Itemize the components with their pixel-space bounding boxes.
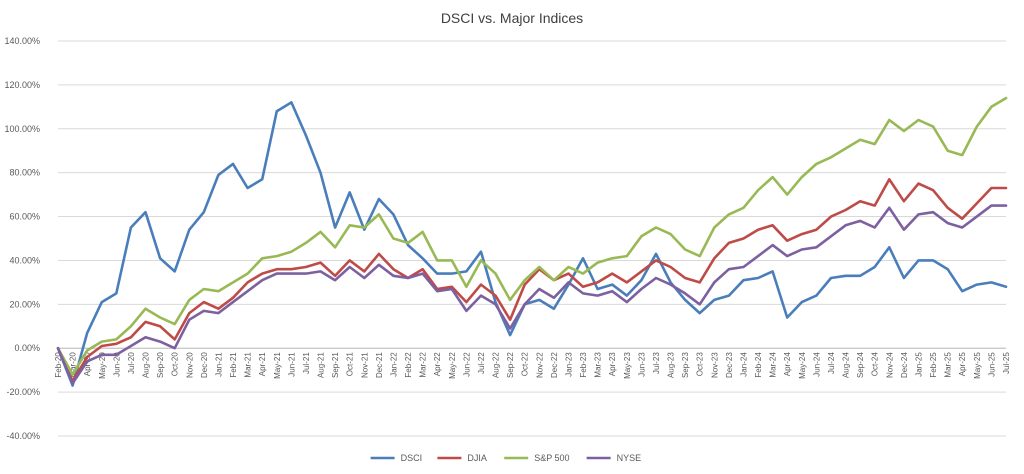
x-tick-label: Dec-24 <box>900 352 909 378</box>
y-tick-label: 20.00% <box>9 299 40 309</box>
x-tick-label: Jul-22 <box>477 352 486 374</box>
x-tick-label: Apr-25 <box>958 352 967 377</box>
legend-label: DJIA <box>467 453 487 463</box>
x-tick-label: Mar-21 <box>244 352 253 378</box>
legend-label: S&P 500 <box>534 453 569 463</box>
x-tick-label: Mar-25 <box>944 352 953 378</box>
x-tick-label: Jun-22 <box>462 352 471 377</box>
y-tick-label: 0.00% <box>14 343 40 353</box>
x-tick-label: Oct-20 <box>171 352 180 377</box>
x-tick-label: Jul-24 <box>827 352 836 374</box>
legend-item: S&P 500 <box>504 453 570 463</box>
chart-title: DSCI vs. Major Indices <box>441 10 583 26</box>
x-tick-label: Nov-23 <box>710 352 719 378</box>
y-tick-label: 100.00% <box>4 124 40 134</box>
x-tick-label: Dec-20 <box>200 352 209 378</box>
y-tick-label: 120.00% <box>4 80 40 90</box>
x-tick-label: Jul-20 <box>127 352 136 374</box>
legend: DSCI DJIA S&P 500 NYSE <box>370 453 642 463</box>
x-tick-label: Aug-24 <box>842 352 851 378</box>
x-tick-label: Feb-20 <box>54 352 63 378</box>
series-line-s-p-500 <box>56 96 1008 376</box>
x-tick-label: Jun-23 <box>637 352 646 377</box>
x-tick-label: Jun-20 <box>112 352 121 377</box>
x-tick-label: Aug-21 <box>317 352 326 378</box>
series-line-djia <box>56 178 1008 383</box>
y-tick-label: 80.00% <box>9 168 40 178</box>
x-tick-label: Oct-22 <box>521 352 530 377</box>
x-tick-label: Nov-21 <box>360 352 369 378</box>
x-tick-label: Apr-23 <box>608 352 617 377</box>
y-tick-label: -40.00% <box>6 431 40 441</box>
y-tick-label: 60.00% <box>9 212 40 222</box>
gridlines <box>58 40 1006 437</box>
x-tick-label: Feb-24 <box>754 352 763 378</box>
x-tick-label: Jan-24 <box>739 352 748 377</box>
legend-item: DSCI <box>370 453 423 463</box>
x-tick-label: Mar-24 <box>769 352 778 378</box>
x-tick-label: Mar-22 <box>419 352 428 378</box>
x-tick-label: Nov-24 <box>885 352 894 378</box>
x-tick-label: May-22 <box>448 352 457 379</box>
x-tick-label: Mar-23 <box>594 352 603 378</box>
x-tick-label: Jul-21 <box>302 352 311 374</box>
x-tick-label: Sep-24 <box>856 352 865 378</box>
x-tick-label: May-25 <box>973 352 982 379</box>
x-tick-label: Nov-20 <box>185 352 194 378</box>
x-tick-label: Apr-22 <box>433 352 442 377</box>
x-tick-label: Jun-21 <box>287 352 296 377</box>
x-axis-tick-labels: Feb-20 Mar-20 Apr-20 May-20 Jun-20 Jul-20 Aug-… <box>54 352 1011 379</box>
x-tick-label: Aug-23 <box>667 352 676 378</box>
x-tick-label: Sep-20 <box>156 352 165 378</box>
x-tick-label: Jul-23 <box>652 352 661 374</box>
x-tick-label: Jan-21 <box>214 352 223 377</box>
x-tick-label: Oct-23 <box>696 352 705 377</box>
x-tick-label: Feb-23 <box>579 352 588 378</box>
x-tick-label: Jan-22 <box>389 352 398 377</box>
x-tick-label: Jun-25 <box>987 352 996 377</box>
x-tick-label: Feb-25 <box>929 352 938 378</box>
x-tick-label: May-21 <box>273 352 282 379</box>
x-tick-label: Jan-25 <box>914 352 923 377</box>
x-tick-label: May-20 <box>98 352 107 379</box>
x-tick-label: Oct-21 <box>346 352 355 377</box>
x-tick-label: Aug-20 <box>142 352 151 378</box>
legend-label: NYSE <box>617 453 642 463</box>
x-tick-label: Sep-23 <box>681 352 690 378</box>
legend-item: NYSE <box>586 453 642 463</box>
y-tick-label: 40.00% <box>9 255 40 265</box>
x-tick-label: Dec-21 <box>375 352 384 378</box>
x-tick-label: Apr-20 <box>83 352 92 377</box>
y-tick-label: -20.00% <box>6 387 40 397</box>
x-tick-label: May-24 <box>798 352 807 379</box>
x-tick-label: Dec-23 <box>725 352 734 378</box>
x-tick-label: Apr-21 <box>258 352 267 377</box>
x-tick-label: Aug-22 <box>492 352 501 378</box>
x-tick-label: Oct-24 <box>871 352 880 377</box>
series-lines <box>56 96 1008 387</box>
x-tick-label: Mar-20 <box>69 352 78 378</box>
x-tick-label: Dec-22 <box>550 352 559 378</box>
x-tick-label: Jun-24 <box>812 352 821 377</box>
legend-label: DSCI <box>401 453 423 463</box>
series-line-dsci <box>56 101 1008 387</box>
x-tick-label: Sep-22 <box>506 352 515 378</box>
x-tick-label: Jan-23 <box>564 352 573 377</box>
x-tick-label: Jul-25 <box>1002 352 1011 374</box>
x-tick-label: Sep-21 <box>331 352 340 378</box>
y-tick-label: 140.00% <box>4 36 40 46</box>
x-tick-label: Feb-22 <box>404 352 413 378</box>
x-tick-label: Apr-24 <box>783 352 792 377</box>
y-axis-tick-labels: 140.00% 120.00% 100.00% 80.00% 60.00% 40.00% 2… <box>4 36 40 441</box>
series-line-nyse <box>56 204 1008 385</box>
x-tick-label: May-23 <box>623 352 632 379</box>
x-tick-label: Nov-22 <box>535 352 544 378</box>
x-tick-label: Feb-21 <box>229 352 238 378</box>
legend-item: DJIA <box>437 453 487 463</box>
